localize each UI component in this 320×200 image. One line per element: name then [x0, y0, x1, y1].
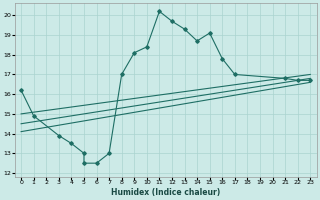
X-axis label: Humidex (Indice chaleur): Humidex (Indice chaleur): [111, 188, 220, 197]
